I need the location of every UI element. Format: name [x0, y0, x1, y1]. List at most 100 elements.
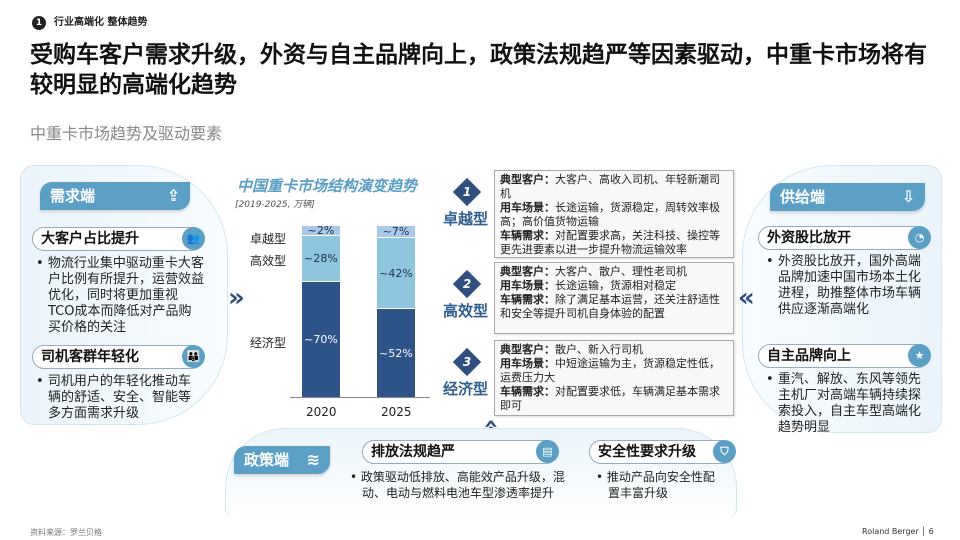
bullet-text: 物流行业集中驱动重卡大客户比例有所提升，运营效益优化，同时将更加重视TCO成本而…: [47, 256, 205, 335]
section-badge: 1: [32, 16, 46, 30]
supply-item-1-bullet: • 外资股比放开，国外高端品牌加速中国市场本土化进程，助推整体市场车辆供应逐渐高…: [766, 254, 922, 317]
chevron-right-icon: »: [228, 283, 245, 313]
page-subtitle: 中重卡市场趋势及驱动要素: [30, 124, 223, 143]
tier-number: 3: [462, 355, 472, 369]
tier-line: 用车场景：中短途运输为主，货源稳定性低，运费压力大: [500, 357, 728, 385]
tier-description-box: 典型客户：大客户、散户、理性老司机 用车场景：长途运输，货源相对稳定 车辆需求：除了…: [494, 262, 734, 334]
policy-item-1-bullet: • 政策驱动低排放、高能效产品升级，混动、电动与燃料电池车型渗透率提升: [350, 470, 565, 500]
breadcrumb: 行业高端化 整体趋势: [54, 17, 148, 28]
pill-label: 排放法规趋严: [371, 444, 455, 460]
tier-line-key: 车辆需求：: [500, 385, 555, 398]
tier-line-key: 典型客户：: [500, 173, 555, 186]
tier-line: 车辆需求：对配置要求低，车辆满足基本需求即可: [500, 385, 728, 413]
chevron-left-icon: «: [738, 283, 755, 313]
supply-header: 供给端 ⇩: [770, 183, 925, 211]
policy-item-2-bullet: • 推动产品向安全性配置丰富升级: [596, 470, 715, 500]
tier-line-value: 散户、新入行司机: [555, 343, 643, 356]
chart-subtitle: [2019-2025, 万辆]: [235, 200, 315, 210]
tier-line-value: 对配置要求低，车辆满足基本需求即可: [500, 385, 720, 412]
tier-line: 用车场景：长途运输，货源稳定，周转效率极高；高价值货物运输: [500, 201, 728, 229]
x-axis: [290, 397, 430, 398]
star-icon: ★: [908, 344, 931, 367]
bullet-text: 外资股比放开，国外高端品牌加速中国市场本土化进程，助推整体市场车辆供应逐渐高端化: [777, 254, 922, 317]
pill-label: 司机客群年轻化: [41, 349, 139, 365]
policy-header-label: 政策端: [244, 451, 290, 469]
tier-line: 车辆需求：除了满足基本运营，还关注舒适性和安全等提升司机自身体验的配置: [500, 293, 728, 321]
tier-line-value: 大客户、散户、理性老司机: [555, 265, 687, 278]
supply-item-2-bullet: • 重汽、解放、东风等领先主机厂对高端车辆持续探索投入，自主车型高端化趋势明显: [766, 372, 922, 435]
stacked-bar-chart: ~70% ~28% ~2% 2020 ~52% ~42% ~7% 2025: [290, 224, 430, 425]
supply-header-label: 供给端: [780, 188, 826, 206]
tier-line-value: 中短途运输为主，货源稳定性低，运费压力大: [500, 357, 720, 384]
bullet-text: 政策驱动低排放、高能效产品升级，混动、电动与燃料电池车型渗透率提升: [360, 470, 565, 500]
document-icon: ▤: [536, 440, 559, 463]
tier-line-value: 除了满足基本运营，还关注舒适性和安全等提升司机自身体验的配置: [500, 293, 720, 320]
policy-item-1-title: 排放法规趋严 ▤: [362, 440, 559, 464]
tier-name: 卓越型: [443, 210, 489, 228]
tier-name: 高效型: [443, 302, 489, 320]
bullet-text: 司机用户的年轻化推动车辆的舒适、安全、智能等多方面需求升级: [47, 374, 192, 421]
demand-item-2-title: 司机客群年轻化 👪: [32, 345, 205, 369]
bar-segment: ~52%: [377, 308, 415, 397]
tier-line: 典型客户：大客户、高收入司机、年轻新潮司机: [500, 173, 728, 201]
bar-segment: ~42%: [377, 236, 415, 309]
bullet-text: 重汽、解放、东风等领先主机厂对高端车辆持续探索投入，自主车型高端化趋势明显: [777, 372, 922, 435]
tier-line: 用车场景：长途运输，货源相对稳定: [500, 279, 728, 293]
pie-icon: ◔: [908, 226, 931, 249]
legend-label-efficient: 高效型: [250, 254, 287, 268]
share-up-icon: ⇪: [166, 186, 180, 205]
bar-segment: ~7%: [377, 225, 415, 238]
supply-item-2-title: 自主品牌向上 ★: [758, 344, 931, 368]
policy-item-2-title: 安全性要求升级 ⛉: [589, 440, 736, 464]
demand-item-1-title: 大客户占比提升 👥: [32, 227, 205, 251]
bar-segment: ~70%: [302, 281, 340, 397]
tier-line: 典型客户：散户、新入行司机: [500, 343, 728, 357]
tier-line-key: 车辆需求：: [500, 229, 555, 242]
legend-label-economy: 经济型: [250, 336, 287, 350]
tier-line-value: 大客户、高收入司机、年轻新潮司机: [500, 173, 720, 200]
x-tick-label: 2025: [381, 405, 412, 419]
policy-header: 政策端 ≋: [234, 446, 330, 474]
tier-name: 经济型: [443, 380, 489, 398]
download-box-icon: ⇩: [901, 187, 915, 206]
bar-2025: ~52% ~42% ~7%: [377, 225, 415, 397]
tier-line-value: 长途运输，货源稳定，周转效率极高；高价值货物运输: [500, 201, 720, 228]
demand-item-2-bullet: • 司机用户的年轻化推动车辆的舒适、安全、智能等多方面需求升级: [36, 374, 192, 421]
demand-header-label: 需求端: [50, 187, 96, 205]
pill-label: 大客户占比提升: [41, 231, 139, 247]
tier-line-value: 长途运输，货源相对稳定: [555, 279, 676, 292]
tier-line-key: 车辆需求：: [500, 293, 555, 306]
tier-description-box: 典型客户：散户、新入行司机 用车场景：中短途运输为主，货源稳定性低，运费压力大 车辆…: [494, 340, 734, 416]
bar-2020: ~70% ~28% ~2%: [302, 224, 340, 397]
tier-description-box: 典型客户：大客户、高收入司机、年轻新潮司机 用车场景：长途运输，货源稳定，周转效率…: [494, 170, 734, 258]
shield-icon: ⛉: [713, 440, 736, 463]
tier-number: 1: [462, 185, 472, 199]
brand: Roland Berger: [862, 527, 919, 536]
tier-line-key: 用车场景：: [500, 201, 555, 214]
tier-line-key: 典型客户：: [500, 343, 555, 356]
tier-line: 典型客户：大客户、散户、理性老司机: [500, 265, 728, 279]
tier-line-key: 典型客户：: [500, 265, 555, 278]
page-title: 受购车客户需求升级，外资与自主品牌向上，政策法规趋严等因素驱动，中重卡市场将有较…: [30, 42, 927, 98]
chart-title: 中国重卡市场结构演变趋势: [237, 177, 418, 195]
pill-label: 外资股比放开: [767, 230, 851, 246]
tier-line-value: 对配置要求高，关注科技、操控等更先进要素以进一步提升物流运输效率: [500, 229, 720, 256]
page-number: 6: [928, 527, 934, 536]
brand-footer: Roland Berger │ 6: [862, 527, 934, 536]
bullet-text: 推动产品向安全性配置丰富升级: [606, 470, 715, 500]
pill-label: 自主品牌向上: [767, 348, 851, 364]
x-tick-label: 2020: [306, 405, 337, 419]
tier-line: 车辆需求：对配置要求高，关注科技、操控等更先进要素以进一步提升物流运输效率: [500, 229, 728, 257]
demand-item-1-bullet: • 物流行业集中驱动重卡大客户比例有所提升，运营效益优化，同时将更加重视TCO成…: [36, 256, 205, 335]
bar-segment: ~2%: [302, 224, 340, 237]
demand-header: 需求端 ⇪: [40, 182, 190, 210]
pill-label: 安全性要求升级: [598, 444, 696, 460]
tier-line-key: 用车场景：: [500, 357, 555, 370]
bar-segment: ~28%: [302, 234, 340, 282]
supply-item-1-title: 外资股比放开 ◔: [758, 226, 931, 250]
legend-label-premium: 卓越型: [250, 232, 287, 246]
tier-line-key: 用车场景：: [500, 279, 555, 292]
source-note: 资料来源：罗兰贝格: [30, 528, 102, 537]
group-icon: 👥: [182, 227, 205, 250]
tier-number: 2: [462, 277, 472, 291]
